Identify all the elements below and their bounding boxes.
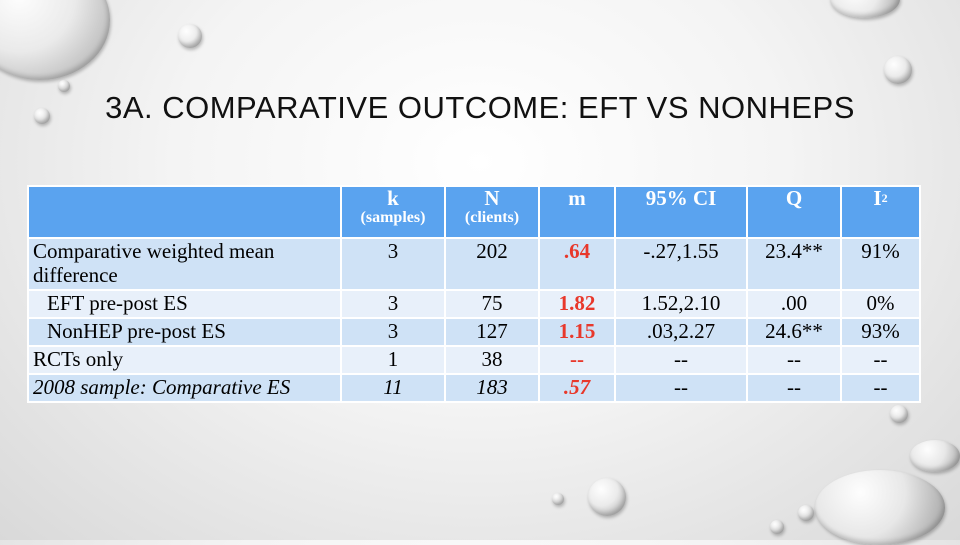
water-drop-decoration — [0, 0, 110, 80]
water-drop-decoration — [798, 505, 814, 521]
water-drop-decoration — [890, 405, 908, 423]
row-label: Comparative weighted mean difference — [27, 237, 342, 291]
results-table: k (samples) N (clients) m 95% CI Q I2 Comp… — [27, 185, 921, 403]
row-label: NonHEP pre-post ES — [27, 317, 342, 347]
header-cell-ci: 95% CI — [614, 185, 748, 239]
header-cell-m: m — [538, 185, 616, 239]
cell-k: 1 — [340, 345, 446, 375]
water-drop-decoration — [552, 493, 564, 505]
cell-i2: -- — [840, 373, 921, 403]
table-row: RCTs only 1 38 -- -- -- -- — [27, 345, 921, 375]
header-cell-n: N (clients) — [444, 185, 540, 239]
water-drop-decoration — [830, 0, 900, 18]
cell-k: 3 — [340, 317, 446, 347]
water-drop-decoration — [770, 520, 784, 534]
header-cell-i2: I2 — [840, 185, 921, 239]
cell-ci: .03,2.27 — [614, 317, 748, 347]
header-cell-label — [27, 185, 342, 239]
cell-n: 202 — [444, 237, 540, 291]
cell-q: .00 — [746, 289, 842, 319]
cell-i2: 93% — [840, 317, 921, 347]
water-drop-decoration — [815, 470, 945, 545]
water-drop-decoration — [910, 440, 960, 472]
cell-n: 75 — [444, 289, 540, 319]
cell-n: 127 — [444, 317, 540, 347]
cell-q: -- — [746, 345, 842, 375]
cell-k: 3 — [340, 237, 446, 291]
table-row: 2008 sample: Comparative ES 11 183 .57 -… — [27, 373, 921, 403]
cell-q: 23.4** — [746, 237, 842, 291]
cell-k: 3 — [340, 289, 446, 319]
water-drop-decoration — [58, 80, 70, 92]
cell-m: .57 — [538, 373, 616, 403]
slide-title: 3A. COMPARATIVE OUTCOME: EFT VS NONHEPS — [105, 90, 855, 125]
cell-i2: 91% — [840, 237, 921, 291]
cell-m: 1.15 — [538, 317, 616, 347]
water-drop-decoration — [178, 24, 202, 48]
cell-ci: -- — [614, 373, 748, 403]
cell-ci: -.27,1.55 — [614, 237, 748, 291]
cell-i2: 0% — [840, 289, 921, 319]
row-label: 2008 sample: Comparative ES — [27, 373, 342, 403]
cell-q: 24.6** — [746, 317, 842, 347]
cell-m: .64 — [538, 237, 616, 291]
cell-q: -- — [746, 373, 842, 403]
cell-ci: -- — [614, 345, 748, 375]
cell-m: -- — [538, 345, 616, 375]
water-drop-decoration — [588, 478, 626, 516]
cell-n: 183 — [444, 373, 540, 403]
water-drop-decoration — [884, 56, 912, 84]
header-cell-q: Q — [746, 185, 842, 239]
row-label: EFT pre-post ES — [27, 289, 342, 319]
table-row: EFT pre-post ES 3 75 1.82 1.52,2.10 .00 … — [27, 289, 921, 319]
cell-ci: 1.52,2.10 — [614, 289, 748, 319]
cell-i2: -- — [840, 345, 921, 375]
header-row: k (samples) N (clients) m 95% CI Q I2 — [27, 185, 921, 239]
cell-n: 38 — [444, 345, 540, 375]
header-cell-k: k (samples) — [340, 185, 446, 239]
table-row: NonHEP pre-post ES 3 127 1.15 .03,2.27 2… — [27, 317, 921, 347]
water-drop-decoration — [34, 108, 50, 124]
table-row: Comparative weighted mean difference 3 2… — [27, 237, 921, 291]
cell-m: 1.82 — [538, 289, 616, 319]
row-label: RCTs only — [27, 345, 342, 375]
cell-k: 11 — [340, 373, 446, 403]
